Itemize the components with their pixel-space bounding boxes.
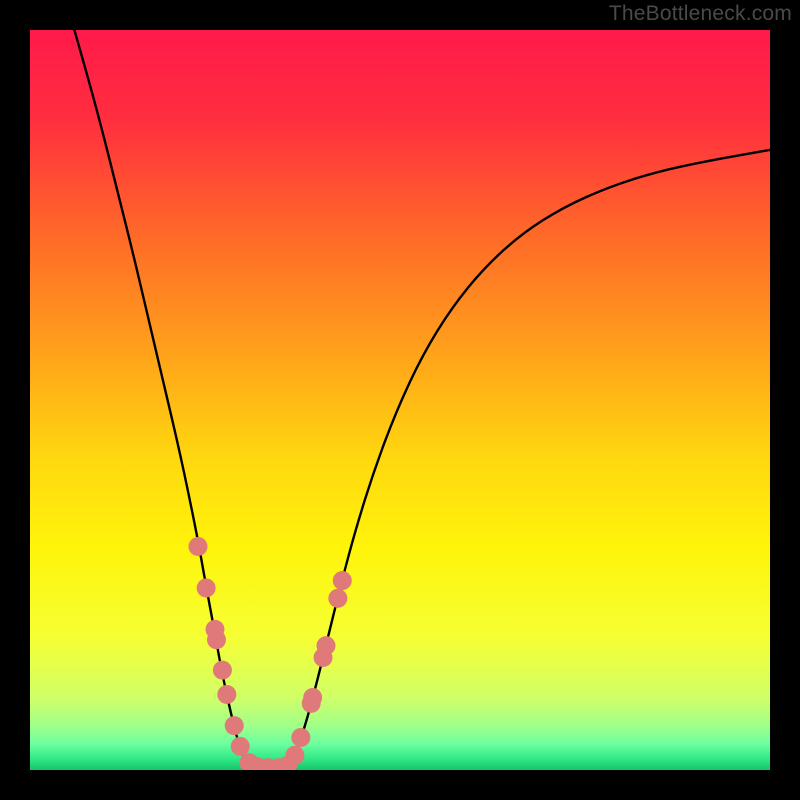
scatter-point [231,737,250,756]
scatter-point [213,661,232,680]
scatter-point [197,578,216,597]
scatter-point [333,571,352,590]
bottleneck-chart-svg [0,0,800,800]
scatter-point [328,589,347,608]
scatter-point [317,636,336,655]
scatter-point [285,746,304,765]
chart-frame: TheBottleneck.com [0,0,800,800]
attribution-text: TheBottleneck.com [609,2,792,26]
scatter-point [217,685,236,704]
scatter-point [291,728,310,747]
scatter-point [188,537,207,556]
scatter-point [207,630,226,649]
scatter-point [225,716,244,735]
chart-background-gradient [30,30,770,770]
scatter-point [303,688,322,707]
